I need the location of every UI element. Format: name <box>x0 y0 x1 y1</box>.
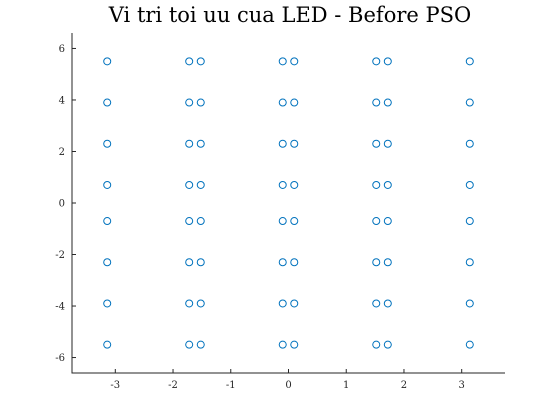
data-points <box>103 57 474 349</box>
data-point <box>278 258 287 267</box>
x-tick-label: 2 <box>401 380 407 391</box>
x-tick-label: -3 <box>110 380 120 391</box>
data-point <box>465 98 474 107</box>
data-point <box>196 57 205 66</box>
data-point <box>372 139 381 148</box>
axis-lines <box>71 33 505 374</box>
data-point <box>103 340 112 349</box>
data-point <box>372 258 381 267</box>
data-point <box>372 217 381 226</box>
data-point <box>185 180 194 189</box>
data-point <box>103 180 112 189</box>
data-point <box>290 299 299 308</box>
data-point <box>278 98 287 107</box>
data-point <box>290 340 299 349</box>
data-point <box>290 139 299 148</box>
data-point <box>103 217 112 226</box>
data-point <box>383 340 392 349</box>
data-point <box>185 139 194 148</box>
data-point <box>383 98 392 107</box>
data-point <box>185 258 194 267</box>
chart-title: Vi tri toi uu cua LED - Before PSO <box>108 3 471 27</box>
data-point <box>103 98 112 107</box>
data-point <box>383 217 392 226</box>
y-tick-label: -4 <box>55 302 65 313</box>
data-point <box>372 180 381 189</box>
data-point <box>196 340 205 349</box>
data-point <box>465 340 474 349</box>
y-axis-ticks: -6 -4 -2 0 2 4 6 <box>55 44 76 364</box>
data-point <box>290 98 299 107</box>
data-point <box>465 217 474 226</box>
data-point <box>290 217 299 226</box>
data-point <box>465 299 474 308</box>
data-point <box>372 57 381 66</box>
y-tick-label: 4 <box>59 95 65 106</box>
data-point <box>103 139 112 148</box>
data-point <box>185 217 194 226</box>
data-point <box>465 57 474 66</box>
data-point <box>465 258 474 267</box>
data-point <box>185 340 194 349</box>
y-tick-label: 2 <box>59 147 65 158</box>
data-point <box>290 258 299 267</box>
data-point <box>383 57 392 66</box>
x-tick-label: 3 <box>459 380 465 391</box>
x-axis-ticks: -3 -2 -1 0 1 2 3 <box>110 369 465 391</box>
x-tick-label: 0 <box>285 380 291 391</box>
data-point <box>290 180 299 189</box>
axes <box>71 33 505 374</box>
data-point <box>383 258 392 267</box>
data-point <box>196 299 205 308</box>
data-point <box>185 299 194 308</box>
data-point <box>185 57 194 66</box>
data-point <box>372 299 381 308</box>
data-point <box>103 299 112 308</box>
data-point <box>278 139 287 148</box>
data-point <box>465 180 474 189</box>
x-tick-label: -2 <box>168 380 178 391</box>
data-point <box>278 299 287 308</box>
data-point <box>185 98 194 107</box>
data-point <box>196 217 205 226</box>
data-point <box>290 57 299 66</box>
y-tick-label: 0 <box>59 199 65 210</box>
x-tick-label: -1 <box>226 380 236 391</box>
y-tick-label: -6 <box>55 353 65 364</box>
data-point <box>278 340 287 349</box>
x-tick-label: 1 <box>343 380 349 391</box>
y-tick-label: -2 <box>55 250 65 261</box>
data-point <box>103 258 112 267</box>
data-point <box>196 139 205 148</box>
data-point <box>383 139 392 148</box>
data-point <box>465 139 474 148</box>
data-point <box>383 180 392 189</box>
y-tick-label: 6 <box>59 44 65 55</box>
data-point <box>372 340 381 349</box>
data-point <box>278 180 287 189</box>
data-point <box>278 217 287 226</box>
data-point <box>278 57 287 66</box>
data-point <box>196 180 205 189</box>
data-point <box>103 57 112 66</box>
data-point <box>196 98 205 107</box>
data-point <box>383 299 392 308</box>
data-point <box>196 258 205 267</box>
data-point <box>372 98 381 107</box>
